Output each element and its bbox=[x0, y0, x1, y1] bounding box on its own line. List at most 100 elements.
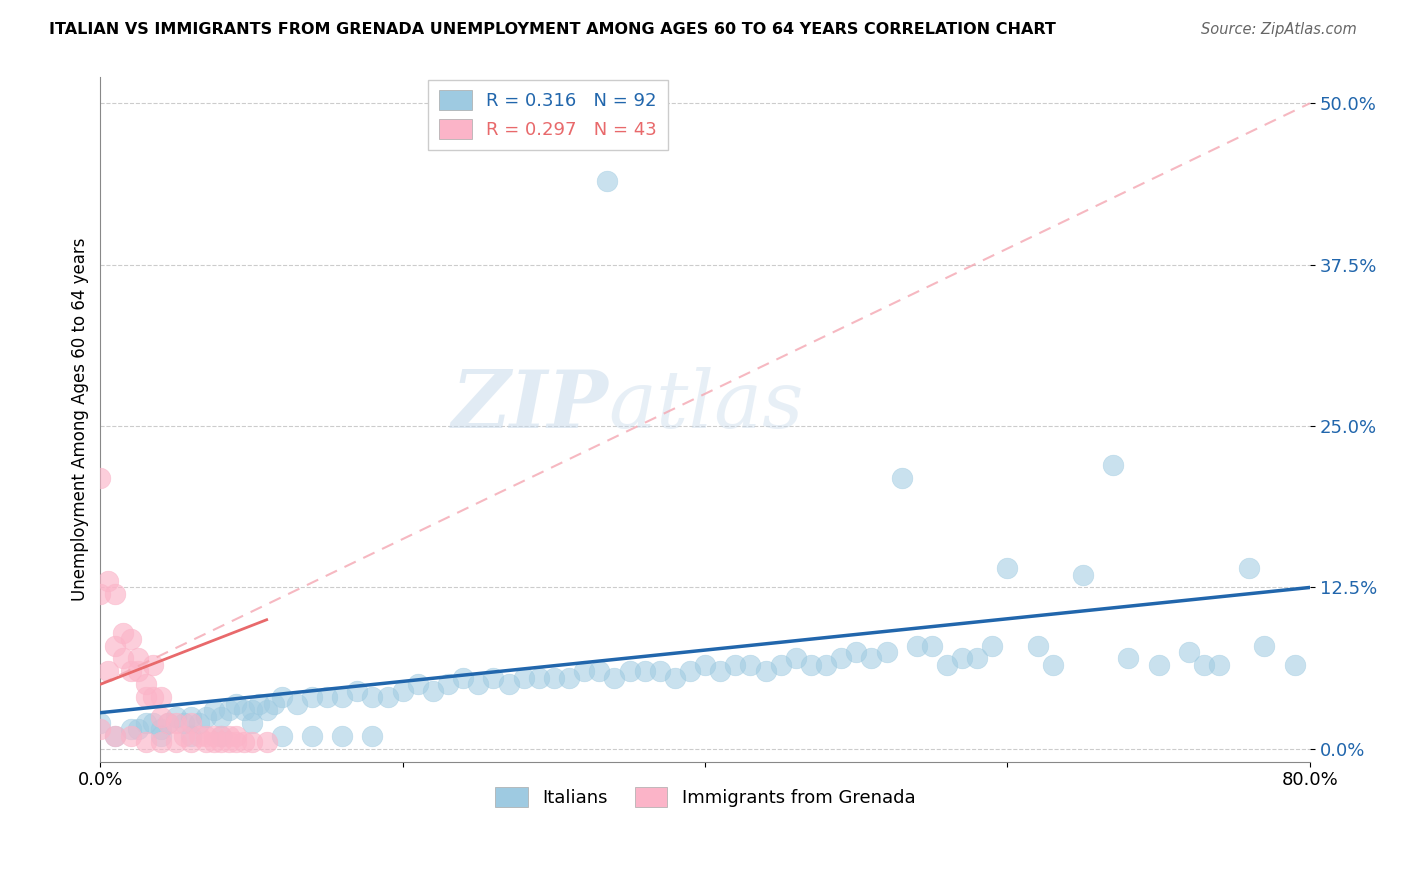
Point bbox=[1253, 639, 1275, 653]
Point bbox=[209, 729, 232, 743]
Point bbox=[1239, 561, 1261, 575]
Point bbox=[209, 729, 232, 743]
Point bbox=[936, 657, 959, 672]
Point bbox=[127, 665, 149, 679]
Point bbox=[769, 657, 792, 672]
Point bbox=[1178, 645, 1201, 659]
Point bbox=[180, 716, 202, 731]
Point bbox=[648, 665, 671, 679]
Point bbox=[981, 639, 1004, 653]
Point bbox=[1042, 657, 1064, 672]
Point bbox=[173, 729, 195, 743]
Point bbox=[157, 716, 180, 731]
Point bbox=[89, 716, 111, 731]
Point bbox=[330, 690, 353, 705]
Point bbox=[89, 723, 111, 737]
Point bbox=[127, 723, 149, 737]
Point bbox=[135, 690, 157, 705]
Point bbox=[157, 716, 180, 731]
Point bbox=[195, 735, 218, 749]
Point bbox=[346, 683, 368, 698]
Y-axis label: Unemployment Among Ages 60 to 64 years: Unemployment Among Ages 60 to 64 years bbox=[72, 238, 89, 601]
Point bbox=[467, 677, 489, 691]
Point bbox=[120, 723, 142, 737]
Point bbox=[588, 665, 610, 679]
Point bbox=[165, 709, 187, 723]
Point bbox=[679, 665, 702, 679]
Point bbox=[619, 665, 641, 679]
Point bbox=[135, 735, 157, 749]
Point bbox=[301, 690, 323, 705]
Point bbox=[498, 677, 520, 691]
Point bbox=[149, 709, 172, 723]
Point bbox=[301, 729, 323, 743]
Point bbox=[437, 677, 460, 691]
Point bbox=[596, 174, 619, 188]
Point bbox=[247, 697, 270, 711]
Point bbox=[755, 665, 778, 679]
Point bbox=[165, 716, 187, 731]
Point bbox=[112, 651, 135, 665]
Point bbox=[876, 645, 898, 659]
Point bbox=[225, 697, 247, 711]
Point bbox=[180, 709, 202, 723]
Point bbox=[104, 729, 127, 743]
Point bbox=[209, 709, 232, 723]
Point bbox=[202, 729, 225, 743]
Point bbox=[482, 671, 505, 685]
Point bbox=[285, 697, 308, 711]
Point bbox=[233, 735, 256, 749]
Point bbox=[233, 703, 256, 717]
Point bbox=[149, 735, 172, 749]
Point bbox=[422, 683, 444, 698]
Point bbox=[270, 690, 292, 705]
Point bbox=[377, 690, 399, 705]
Point bbox=[104, 729, 127, 743]
Point bbox=[740, 657, 762, 672]
Point bbox=[187, 716, 209, 731]
Point bbox=[709, 665, 731, 679]
Legend: Italians, Immigrants from Grenada: Italians, Immigrants from Grenada bbox=[488, 780, 922, 814]
Point bbox=[135, 716, 157, 731]
Text: Source: ZipAtlas.com: Source: ZipAtlas.com bbox=[1201, 22, 1357, 37]
Point bbox=[391, 683, 413, 698]
Point bbox=[664, 671, 686, 685]
Point bbox=[693, 657, 716, 672]
Point bbox=[1026, 639, 1049, 653]
Point bbox=[89, 471, 111, 485]
Point bbox=[187, 729, 209, 743]
Point bbox=[361, 690, 384, 705]
Point bbox=[950, 651, 973, 665]
Point bbox=[104, 639, 127, 653]
Point bbox=[240, 735, 263, 749]
Point bbox=[142, 690, 165, 705]
Point bbox=[120, 632, 142, 646]
Point bbox=[451, 671, 474, 685]
Point bbox=[240, 716, 263, 731]
Point bbox=[997, 561, 1019, 575]
Point bbox=[527, 671, 550, 685]
Point bbox=[543, 671, 565, 685]
Point bbox=[966, 651, 988, 665]
Point bbox=[361, 729, 384, 743]
Text: atlas: atlas bbox=[609, 368, 804, 445]
Text: ITALIAN VS IMMIGRANTS FROM GRENADA UNEMPLOYMENT AMONG AGES 60 TO 64 YEARS CORREL: ITALIAN VS IMMIGRANTS FROM GRENADA UNEMP… bbox=[49, 22, 1056, 37]
Point bbox=[1118, 651, 1140, 665]
Point bbox=[256, 735, 278, 749]
Point bbox=[1071, 567, 1094, 582]
Point bbox=[142, 716, 165, 731]
Point bbox=[270, 729, 292, 743]
Point bbox=[1208, 657, 1230, 672]
Point bbox=[202, 703, 225, 717]
Point bbox=[225, 735, 247, 749]
Text: ZIP: ZIP bbox=[451, 368, 609, 445]
Point bbox=[240, 703, 263, 717]
Point bbox=[316, 690, 339, 705]
Point bbox=[149, 723, 172, 737]
Point bbox=[830, 651, 852, 665]
Point bbox=[180, 729, 202, 743]
Point bbox=[263, 697, 285, 711]
Point bbox=[218, 735, 240, 749]
Point bbox=[97, 665, 120, 679]
Point bbox=[603, 671, 626, 685]
